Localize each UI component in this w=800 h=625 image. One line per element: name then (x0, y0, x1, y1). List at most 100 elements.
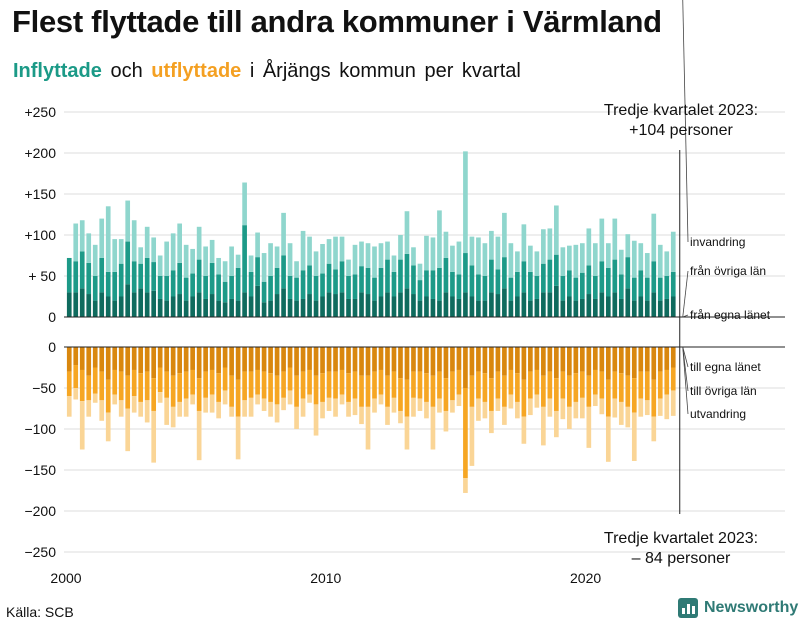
bar-out-local (248, 347, 254, 372)
bar-in-region (521, 261, 527, 293)
bar-in-region (612, 259, 618, 293)
bar-out-local (339, 347, 345, 370)
bar-out-abroad (657, 398, 663, 416)
bar-in-region (450, 271, 455, 297)
bar-out-abroad (579, 397, 585, 419)
bar-in-abroad (586, 228, 592, 266)
bar-out-abroad (430, 406, 436, 450)
bar-out-region (573, 373, 579, 402)
bar-in-local (579, 298, 585, 317)
bar-in-local (261, 302, 267, 317)
bar-in-local (495, 294, 501, 317)
bar-in-local (411, 294, 416, 317)
bar-out-abroad (261, 398, 267, 411)
y-tick-label-bottom: −50 (32, 380, 56, 396)
x-tick-label: 2010 (310, 570, 341, 586)
bar-out-region (612, 371, 618, 399)
bar-out-local (605, 347, 611, 380)
bar-in-local (528, 300, 533, 317)
bar-out-local (177, 347, 182, 374)
bar-in-region (196, 259, 202, 293)
bar-out-local (612, 347, 618, 372)
bar-out-abroad (534, 394, 540, 408)
bar-out-abroad (92, 393, 98, 403)
bar-in-abroad (430, 237, 436, 271)
bar-in-abroad (443, 231, 449, 258)
bar-out-local (411, 347, 416, 372)
bar-in-local (313, 300, 319, 317)
series-label-leader (682, 270, 689, 318)
bar-out-local (352, 347, 358, 372)
bar-in-abroad (469, 236, 475, 266)
bar-out-abroad (242, 400, 247, 417)
bar-in-abroad (112, 239, 118, 272)
bar-out-region (118, 371, 124, 401)
bar-in-local (242, 292, 247, 317)
bar-out-abroad (521, 416, 527, 444)
bar-in-local (216, 300, 221, 317)
bar-out-local (164, 347, 170, 372)
bar-out-abroad (352, 398, 358, 416)
bar-in-abroad (541, 229, 546, 264)
bar-out-abroad (333, 398, 338, 417)
bar-in-abroad (625, 234, 631, 258)
bar-in-local (125, 284, 131, 317)
annotation-top-line1: Tredje kvartalet 2023: (604, 102, 758, 119)
bar-out-abroad (294, 406, 299, 429)
bar-out-local (482, 347, 488, 374)
bar-in-region (216, 274, 221, 301)
bar-out-local (79, 347, 85, 370)
bar-in-abroad (450, 245, 455, 272)
bar-out-local (274, 347, 280, 376)
bar-in-abroad (157, 255, 163, 276)
bar-out-abroad (391, 397, 397, 413)
bar-in-region (300, 270, 306, 299)
bar-out-abroad (495, 398, 501, 411)
bar-out-abroad (196, 410, 202, 461)
bar-in-region (592, 276, 598, 299)
bar-out-abroad (307, 394, 312, 403)
bar-in-region (631, 277, 637, 301)
bar-out-region (326, 371, 332, 398)
bar-out-abroad (268, 401, 273, 417)
bar-out-local (73, 347, 79, 366)
bar-in-abroad (86, 233, 92, 263)
bar-in-abroad (307, 236, 312, 266)
bar-out-local (534, 347, 540, 370)
y-tick-label-top: 0 (48, 309, 56, 325)
bar-out-local (151, 347, 157, 379)
bar-in-abroad (333, 236, 338, 270)
bar-in-local (105, 296, 111, 317)
bar-in-region (657, 277, 663, 301)
bar-out-region (307, 369, 312, 395)
bar-out-abroad (99, 400, 105, 421)
bar-in-region (261, 281, 267, 303)
bar-in-local (274, 294, 280, 317)
bar-out-abroad (177, 401, 182, 417)
bar-out-local (443, 347, 449, 379)
bar-out-local (170, 347, 176, 376)
bar-out-local (125, 347, 131, 376)
bar-out-abroad (631, 412, 637, 461)
bar-out-local (417, 347, 423, 372)
bar-in-local (618, 298, 624, 317)
bar-out-region (365, 375, 371, 407)
bar-out-abroad (554, 410, 559, 438)
bar-in-abroad (664, 251, 670, 276)
bar-in-local (222, 302, 228, 317)
bar-in-local (112, 300, 118, 317)
bar-in-region (404, 253, 410, 289)
bar-in-abroad (326, 239, 332, 264)
bar-in-region (313, 276, 319, 301)
bar-out-abroad (463, 478, 468, 493)
bar-out-region (125, 375, 131, 409)
bar-out-abroad (183, 398, 189, 417)
bar-in-region (307, 265, 312, 295)
bar-out-abroad (528, 398, 533, 416)
bar-in-abroad (482, 243, 488, 276)
bar-in-local (300, 298, 306, 317)
bar-out-local (235, 347, 241, 380)
bar-in-local (664, 298, 670, 317)
bar-in-abroad (131, 220, 137, 262)
bar-in-abroad (138, 247, 144, 264)
